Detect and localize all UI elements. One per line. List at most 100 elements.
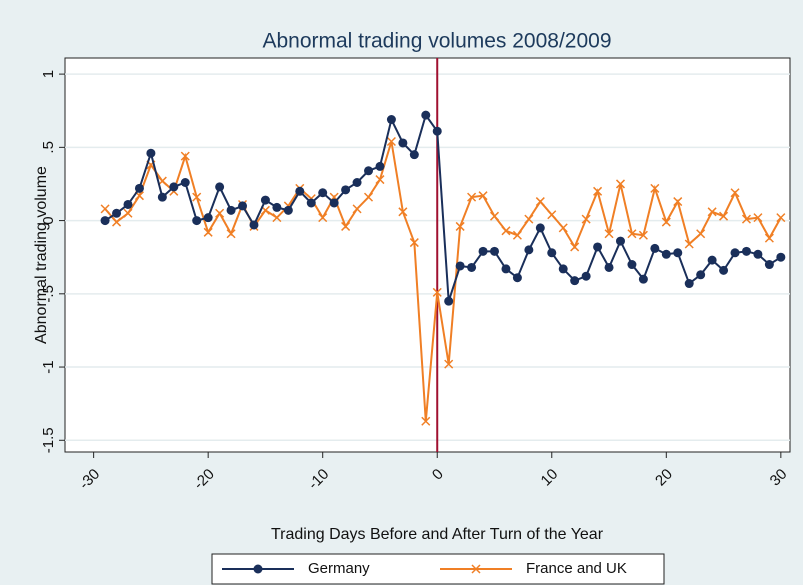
data-point bbox=[512, 273, 522, 283]
data-point bbox=[707, 255, 717, 265]
data-point bbox=[673, 197, 683, 207]
data-point bbox=[444, 359, 454, 369]
data-point bbox=[203, 227, 213, 237]
data-point bbox=[409, 238, 419, 248]
x-axis-label: Trading Days Before and After Turn of th… bbox=[271, 526, 604, 543]
data-point bbox=[386, 115, 396, 125]
series-line bbox=[104, 141, 782, 422]
y-tick-label: -1.5 bbox=[40, 427, 57, 453]
data-point bbox=[455, 261, 465, 271]
data-point bbox=[673, 248, 683, 258]
data-point bbox=[467, 192, 477, 202]
data-point bbox=[776, 252, 786, 262]
data-point bbox=[501, 264, 511, 274]
y-axis-label: Abnormal trading volume bbox=[33, 166, 50, 344]
data-point bbox=[112, 217, 122, 227]
data-point bbox=[203, 213, 213, 223]
data-point bbox=[352, 177, 362, 187]
data-point bbox=[398, 207, 408, 217]
legend-marker bbox=[253, 564, 263, 574]
data-point bbox=[432, 287, 442, 297]
data-point bbox=[593, 186, 603, 196]
data-point bbox=[753, 213, 763, 223]
data-point bbox=[421, 110, 431, 120]
data-point bbox=[100, 204, 110, 214]
data-point bbox=[604, 229, 614, 239]
data-point bbox=[134, 183, 144, 193]
data-point bbox=[180, 151, 190, 161]
data-point bbox=[489, 211, 500, 221]
data-point bbox=[375, 161, 385, 171]
data-point bbox=[741, 214, 752, 224]
data-point bbox=[730, 248, 740, 258]
legend-label: France and UK bbox=[526, 560, 627, 577]
data-point bbox=[112, 208, 122, 218]
legend-marker bbox=[471, 564, 481, 574]
y-tick-label: .5 bbox=[40, 141, 57, 154]
data-point bbox=[684, 279, 694, 289]
data-point bbox=[192, 192, 202, 202]
data-point bbox=[615, 179, 626, 189]
y-tick-label: 1 bbox=[40, 70, 57, 78]
data-point bbox=[535, 197, 545, 207]
data-point bbox=[272, 213, 282, 223]
data-point bbox=[386, 136, 396, 147]
data-point bbox=[707, 207, 717, 217]
data-point bbox=[627, 229, 637, 239]
chart-title: Abnormal trading volumes 2008/2009 bbox=[262, 30, 611, 53]
data-point bbox=[295, 186, 305, 196]
data-point bbox=[524, 214, 534, 224]
data-point bbox=[455, 221, 465, 231]
data-point bbox=[398, 138, 408, 148]
y-tick-label: -.5 bbox=[40, 285, 57, 303]
data-point bbox=[467, 262, 477, 272]
data-point bbox=[776, 213, 786, 223]
data-point bbox=[100, 216, 110, 226]
data-point bbox=[547, 248, 557, 258]
data-point bbox=[512, 230, 522, 240]
data-point bbox=[764, 260, 774, 270]
data-point bbox=[341, 221, 351, 231]
data-point bbox=[501, 226, 511, 236]
data-point bbox=[535, 223, 545, 233]
data-point bbox=[352, 204, 362, 214]
data-point bbox=[753, 249, 763, 259]
data-point bbox=[180, 177, 190, 187]
data-point bbox=[570, 242, 580, 252]
data-point bbox=[741, 246, 751, 256]
data-point bbox=[306, 198, 316, 208]
data-point bbox=[364, 166, 374, 176]
data-point bbox=[283, 205, 293, 215]
data-point bbox=[478, 246, 488, 256]
data-point bbox=[146, 148, 156, 158]
data-point bbox=[329, 198, 339, 208]
data-point bbox=[123, 199, 133, 209]
data-point bbox=[581, 214, 591, 224]
data-point bbox=[581, 271, 591, 281]
data-point bbox=[192, 216, 202, 226]
data-point bbox=[558, 223, 568, 233]
data-point bbox=[157, 192, 167, 202]
data-point bbox=[272, 202, 282, 212]
data-point bbox=[719, 265, 729, 275]
data-point bbox=[318, 213, 328, 223]
data-point bbox=[444, 296, 454, 306]
data-point bbox=[638, 230, 648, 240]
data-point bbox=[490, 246, 500, 256]
data-point bbox=[363, 192, 374, 202]
data-point bbox=[478, 191, 488, 201]
data-point bbox=[684, 239, 694, 249]
data-point bbox=[615, 236, 625, 246]
data-point bbox=[661, 217, 671, 227]
data-point bbox=[638, 274, 648, 284]
data-point bbox=[226, 205, 236, 215]
data-point bbox=[661, 249, 671, 259]
data-point bbox=[570, 276, 580, 286]
data-point bbox=[169, 182, 179, 192]
data-point bbox=[318, 188, 328, 198]
data-point bbox=[238, 201, 248, 211]
data-point bbox=[215, 208, 225, 218]
data-point bbox=[409, 150, 419, 160]
